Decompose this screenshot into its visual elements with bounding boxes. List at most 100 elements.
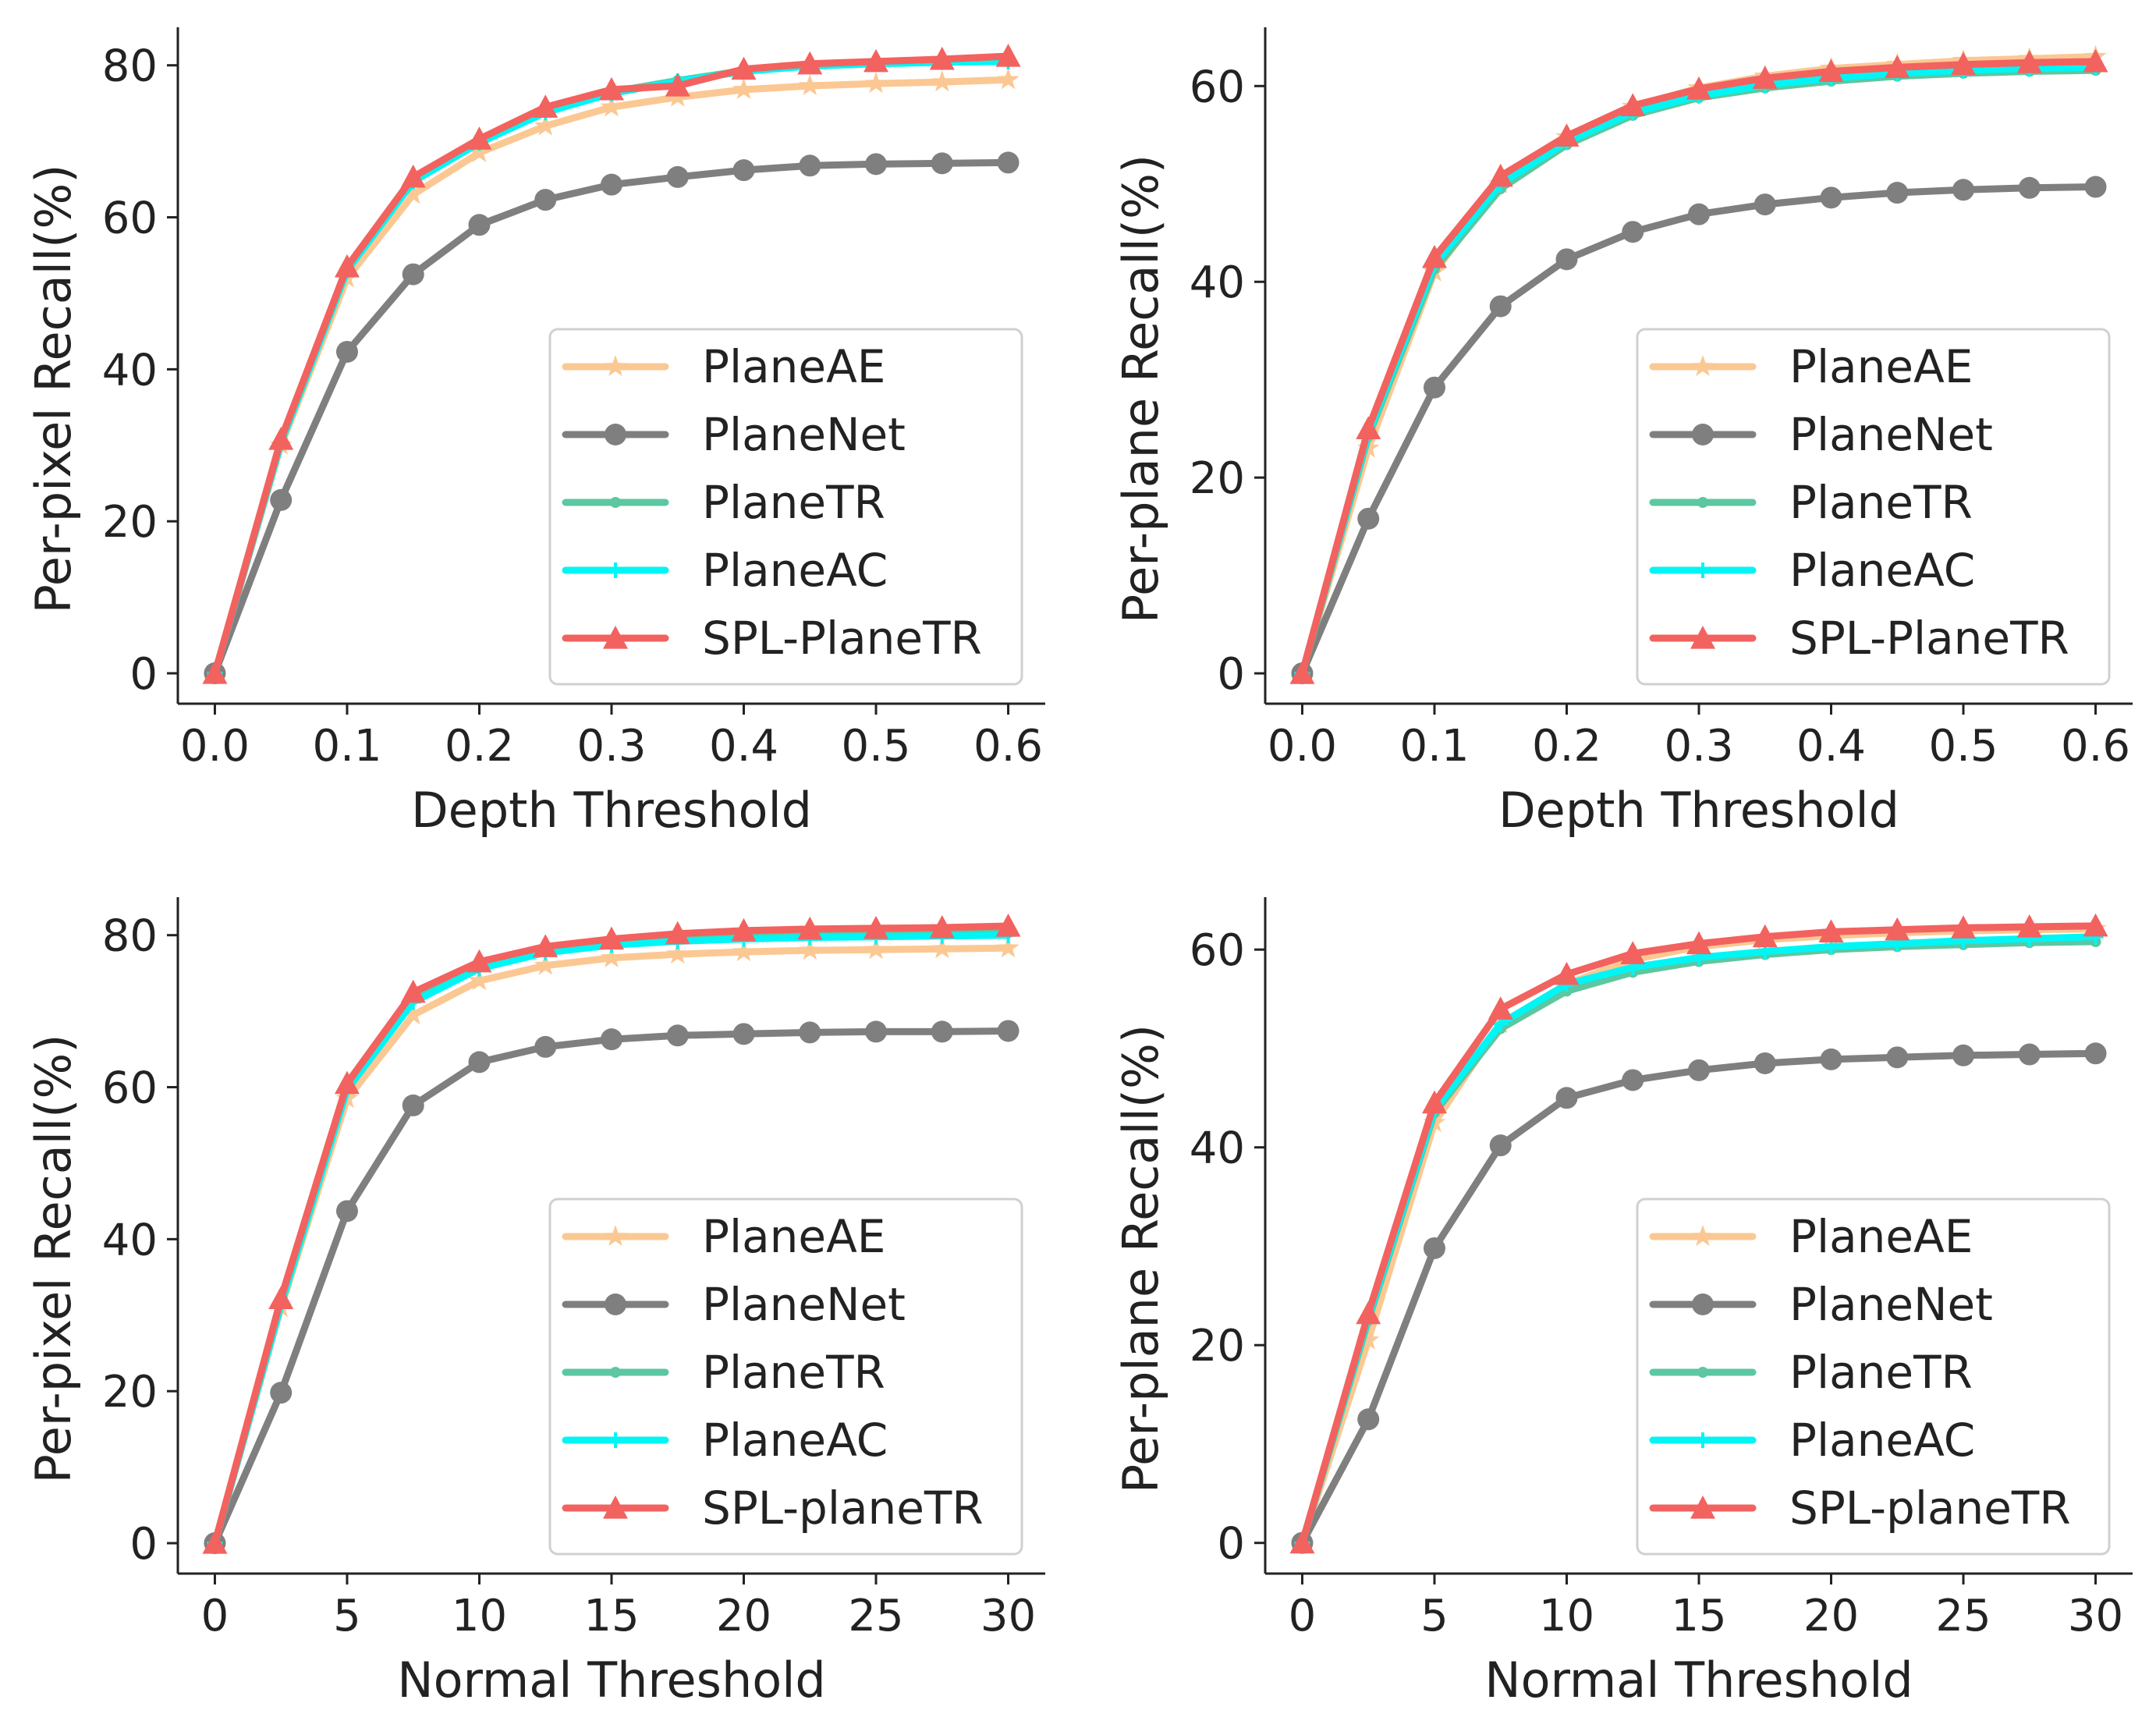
data-point [600, 95, 623, 117]
y-tick-label: 0 [1217, 649, 1245, 700]
data-point [1951, 915, 1977, 939]
data-point [1952, 1044, 1975, 1066]
legend-box [1636, 1198, 2111, 1556]
x-tick-label: 0 [201, 1591, 229, 1641]
data-point [2018, 176, 2041, 199]
y-axis-label: Per-pixel Recall(%) [25, 165, 82, 614]
data-point [1554, 123, 1580, 147]
data-point [1752, 66, 1778, 89]
x-axis-label: Depth Threshold [1498, 782, 1899, 839]
x-tick-label: 0.3 [576, 721, 646, 772]
legend-marker [1691, 1225, 1715, 1247]
panel-normal-per-pixel: 0 5 10 15 20 25 30 0 20 40 60 80 Normal Threshold Per… [25, 897, 1045, 1709]
data-point [1754, 193, 1776, 216]
x-tick-label: 0.0 [180, 721, 250, 772]
y-tick-label: 20 [102, 1367, 158, 1418]
data-point [335, 340, 358, 363]
data-point [1554, 961, 1580, 985]
y-tick-label: 40 [1190, 1123, 1245, 1174]
data-point [402, 263, 424, 286]
data-point [1357, 1408, 1380, 1431]
y-axis-label: Per-pixel Recall(%) [25, 1034, 82, 1484]
legend-label: PlaneTR [1789, 476, 1973, 529]
data-point [202, 661, 228, 684]
x-tick-label: 0.2 [1532, 721, 1601, 772]
data-point [929, 914, 955, 939]
data-point [799, 74, 821, 96]
x-tick-label: 5 [333, 1591, 361, 1641]
data-point [402, 183, 424, 204]
data-point [799, 154, 821, 177]
data-point [334, 254, 360, 278]
data-point [731, 56, 757, 80]
y-tick-label: 20 [1190, 1321, 1245, 1372]
y-tick-label: 60 [102, 1063, 158, 1114]
data-point [334, 1070, 360, 1095]
legend-label: PlaneNet [1789, 1278, 1993, 1331]
panel-depth-per-plane: 0.0 0.1 0.2 0.3 0.4 0.5 0.6 0 20 40 60 Depth Thresh… [1112, 27, 2133, 839]
data-point [732, 159, 755, 182]
data-point [1951, 51, 1977, 76]
data-point [270, 1382, 293, 1404]
data-point [402, 1003, 424, 1025]
x-axis-label: Normal Threshold [1484, 1652, 1913, 1709]
panel-depth-per-pixel: 0.0 0.1 0.2 0.3 0.4 0.5 0.6 0 20 40 60 80 Depth Thre… [25, 27, 1045, 839]
data-point [1356, 416, 1381, 440]
legend-box [548, 328, 1023, 686]
data-point [1555, 1087, 1578, 1109]
x-axis-label: Normal Threshold [397, 1652, 826, 1709]
data-point [534, 953, 557, 975]
legend-marker [1697, 497, 1708, 508]
y-tick-label: 60 [102, 193, 158, 244]
data-point [1357, 507, 1380, 530]
data-point [466, 949, 492, 973]
legend-label: SPL-PlaneTR [1789, 612, 2069, 665]
data-point [666, 165, 689, 188]
x-tick-label: 30 [980, 1591, 1036, 1641]
data-point [599, 76, 624, 101]
data-point [864, 938, 888, 960]
data-point [1752, 924, 1778, 948]
data-point [799, 939, 821, 960]
data-point [732, 77, 755, 99]
legend-label: PlaneAE [702, 1210, 885, 1263]
data-point [599, 926, 624, 950]
legend-label: SPL-PlaneTR [702, 612, 982, 665]
x-tick-label: 20 [1803, 1591, 1859, 1641]
x-tick-label: 0 [1289, 1591, 1317, 1641]
data-point [534, 189, 557, 211]
legend-box [1636, 328, 2111, 686]
legend-label: SPL-planeTR [1789, 1482, 2071, 1535]
x-tick-label: 0.2 [445, 721, 514, 772]
x-tick-label: 0.6 [973, 721, 1043, 772]
data-point [1886, 182, 1909, 204]
data-point [1356, 1301, 1381, 1325]
x-tick-label: 5 [1420, 1591, 1449, 1641]
y-tick-label: 80 [102, 41, 158, 92]
data-point [202, 1531, 228, 1554]
x-tick-label: 0.6 [2061, 721, 2130, 772]
legend-label: PlaneAE [702, 340, 885, 393]
data-point [1622, 1069, 1644, 1091]
legend-marker [1690, 1496, 1715, 1519]
y-tick-label: 60 [1190, 62, 1245, 112]
legend-marker [608, 562, 623, 578]
data-point [1423, 376, 1445, 399]
legend-label: PlaneAC [702, 1414, 888, 1467]
x-tick-label: 30 [2068, 1591, 2123, 1641]
data-point [864, 72, 888, 94]
x-tick-label: 0.4 [709, 721, 778, 772]
data-point [863, 915, 889, 939]
x-tick-label: 10 [452, 1591, 507, 1641]
data-point [995, 44, 1021, 67]
x-tick-label: 0.1 [1399, 721, 1469, 772]
legend-marker [610, 497, 621, 508]
x-tick-label: 10 [1539, 1591, 1594, 1641]
data-point [1489, 1134, 1512, 1157]
data-point [400, 979, 426, 1003]
legend-label: PlaneAC [1789, 1414, 1975, 1467]
y-tick-label: 20 [1190, 453, 1245, 504]
data-point [931, 1020, 953, 1043]
data-point [665, 921, 690, 945]
